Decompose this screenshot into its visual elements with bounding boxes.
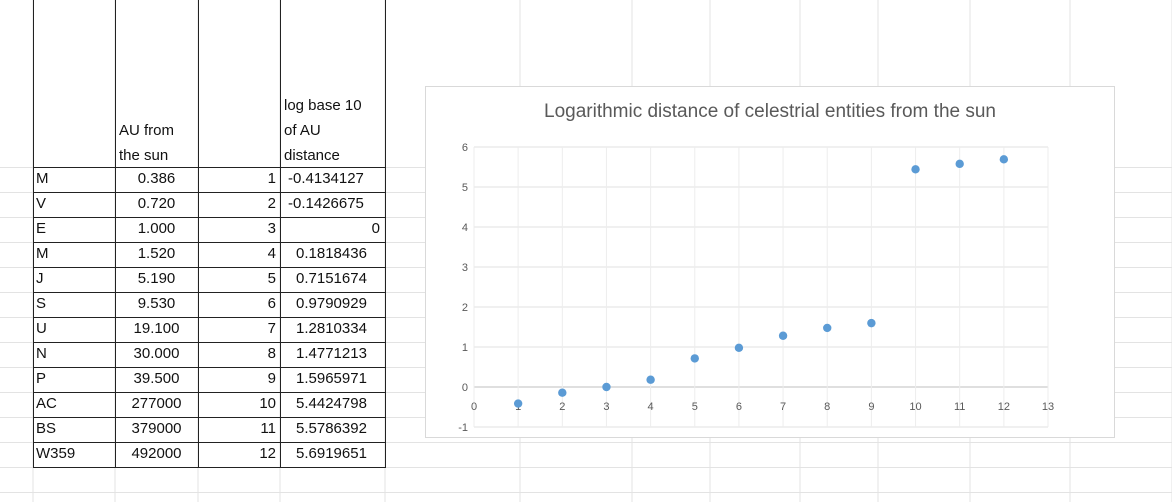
cell-name[interactable]: S [36,295,47,312]
header-log-line2[interactable]: of AU [284,122,321,139]
cell-index[interactable]: 8 [267,345,276,362]
y-tick-label: -1 [458,422,468,434]
cell-log[interactable]: 1.2810334 [296,320,367,337]
cell-au[interactable]: 9.530 [137,295,176,312]
data-point [867,318,876,328]
cell-log[interactable]: 0.7151674 [296,270,367,287]
cell-au[interactable]: 0.386 [137,170,176,187]
y-tick-label: 3 [462,262,468,274]
data-point [602,382,611,392]
cell-au[interactable]: 1.520 [137,245,176,262]
cell-name[interactable]: U [36,320,47,337]
x-tick-label: 0 [471,401,477,413]
data-point [955,159,964,169]
cell-name[interactable]: M [36,170,49,187]
cell-index[interactable]: 1 [267,170,276,187]
cell-name[interactable]: AC [36,395,57,412]
x-tick-label: 3 [603,401,609,413]
cell-au[interactable]: 30.000 [133,345,180,362]
cell-log[interactable]: 0 [371,220,380,237]
data-point [778,331,788,340]
cell-index[interactable]: 6 [267,295,276,312]
x-tick-label: 8 [824,401,830,413]
cell-index[interactable]: 4 [267,245,276,262]
y-tick-label: 5 [462,182,468,194]
cell-log[interactable]: 1.5965971 [296,370,367,387]
cell-name[interactable]: M [36,245,49,262]
cell-name[interactable]: J [36,270,44,287]
cell-au[interactable]: 19.100 [133,320,180,337]
x-tick-label: 11 [954,401,965,413]
chart-plot: -10123456012345678910111213 [458,142,1054,434]
cell-log[interactable]: 1.4771213 [296,345,367,362]
x-tick-label: 12 [998,401,1010,413]
y-tick-label: 2 [462,302,468,314]
x-tick-label: 6 [736,401,742,413]
data-point [911,165,920,174]
cell-log[interactable]: -0.4134127 [288,170,364,187]
cell-index[interactable]: 3 [267,220,276,237]
header-log-line3[interactable]: distance [284,147,340,164]
cell-name[interactable]: N [36,345,47,362]
cell-index[interactable]: 5 [267,270,276,287]
cell-name[interactable]: W359 [36,445,76,462]
data-point [999,155,1009,164]
data-point [558,388,567,397]
cell-index[interactable]: 2 [267,195,276,212]
cell-log[interactable]: 0.9790929 [296,295,367,312]
x-tick-label: 13 [1042,401,1054,413]
cell-name[interactable]: BS [36,420,57,437]
x-tick-label: 10 [909,401,921,413]
x-tick-label: 2 [559,401,565,413]
data-point [734,343,744,353]
cell-au[interactable]: 492000 [131,445,182,462]
cell-index[interactable]: 7 [267,320,276,337]
x-tick-label: 9 [868,401,874,413]
cell-index[interactable]: 12 [259,445,276,462]
cell-log[interactable]: 5.5786392 [296,420,367,437]
y-tick-label: 6 [462,142,468,154]
cell-index[interactable]: 10 [259,395,276,412]
y-tick-label: 1 [462,342,468,354]
cell-index[interactable]: 11 [260,420,276,437]
cell-au[interactable]: 39.500 [133,370,180,387]
data-point [646,375,655,384]
cell-au[interactable]: 379000 [131,420,182,437]
cell-au[interactable]: 277000 [131,395,182,412]
cell-log[interactable]: 5.4424798 [296,395,367,412]
x-tick-label: 4 [648,401,654,413]
x-tick-label: 5 [692,401,698,413]
header-au-line2[interactable]: the sun [119,147,169,164]
cell-log[interactable]: 5.6919651 [296,445,367,462]
data-point [513,399,523,408]
y-tick-label: 0 [462,382,468,394]
data-point [690,354,699,363]
cell-name[interactable]: E [36,220,47,237]
cell-index[interactable]: 9 [267,370,276,387]
data-point [823,323,832,333]
y-tick-label: 4 [462,222,468,234]
cell-name[interactable]: V [36,195,47,212]
x-tick-label: 7 [780,401,786,413]
chart-area[interactable]: Logarithmic distance of celestrial entit… [425,86,1115,438]
cell-au[interactable]: 0.720 [137,195,176,212]
cell-name[interactable]: P [36,370,47,387]
cell-au[interactable]: 5.190 [137,270,176,287]
header-log-line1[interactable]: log base 10 [284,97,362,114]
cell-log[interactable]: -0.1426675 [288,195,364,212]
header-au-line1[interactable]: AU from [119,122,175,139]
cell-log[interactable]: 0.1818436 [296,245,367,262]
cell-au[interactable]: 1.000 [137,220,176,237]
chart-title: Logarithmic distance of celestrial entit… [544,101,996,122]
